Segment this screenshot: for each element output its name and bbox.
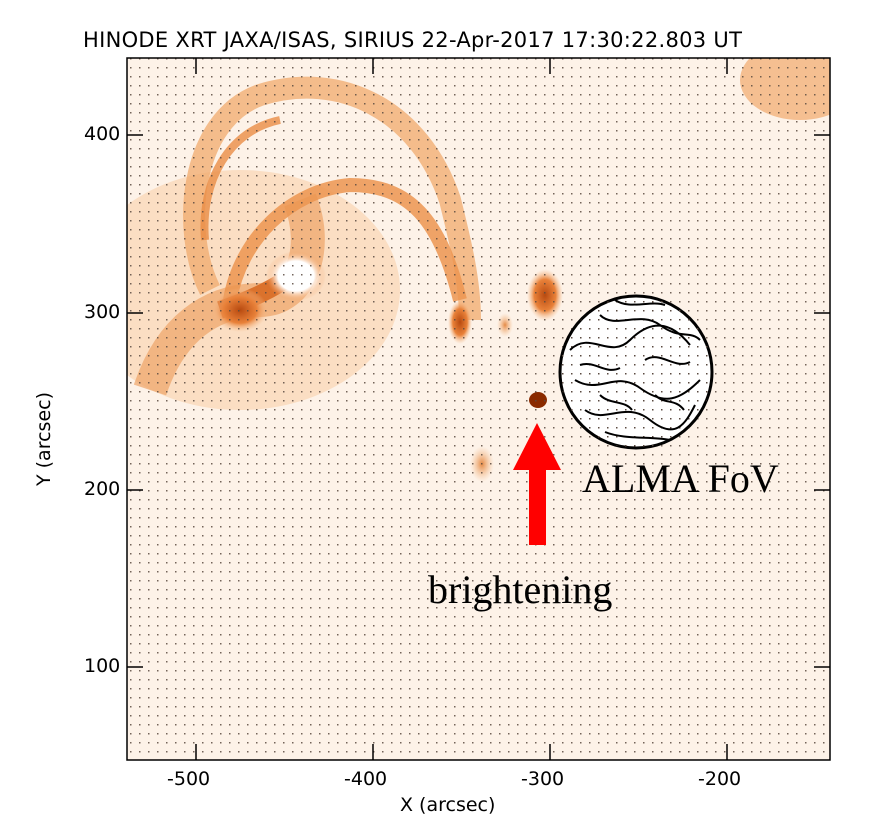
solar-features <box>127 58 830 760</box>
y-tick-label: 300 <box>84 301 121 323</box>
y-tick-label: 200 <box>84 478 121 500</box>
x-tick-label: -500 <box>167 768 211 790</box>
y-tick-label: 400 <box>84 123 121 145</box>
y-axis-label: Y (arcsec) <box>33 392 55 486</box>
x-tick-label: -200 <box>698 768 742 790</box>
x-tick-label: -400 <box>344 768 388 790</box>
alma-fov-circle <box>558 294 714 450</box>
y-tick-label: 100 <box>84 655 121 677</box>
figure-title: HINODE XRT JAXA/ISAS, SIRIUS 22-Apr-2017… <box>83 28 743 52</box>
axis-ticks <box>127 58 830 760</box>
brightening-arrow <box>513 423 561 545</box>
plot-frame <box>126 57 831 761</box>
brightening-label: brightening <box>428 567 613 612</box>
x-tick-label: -300 <box>521 768 565 790</box>
x-axis-label: X (arcsec) <box>400 794 496 816</box>
alma-fov-label: ALMA FoV <box>582 456 779 501</box>
